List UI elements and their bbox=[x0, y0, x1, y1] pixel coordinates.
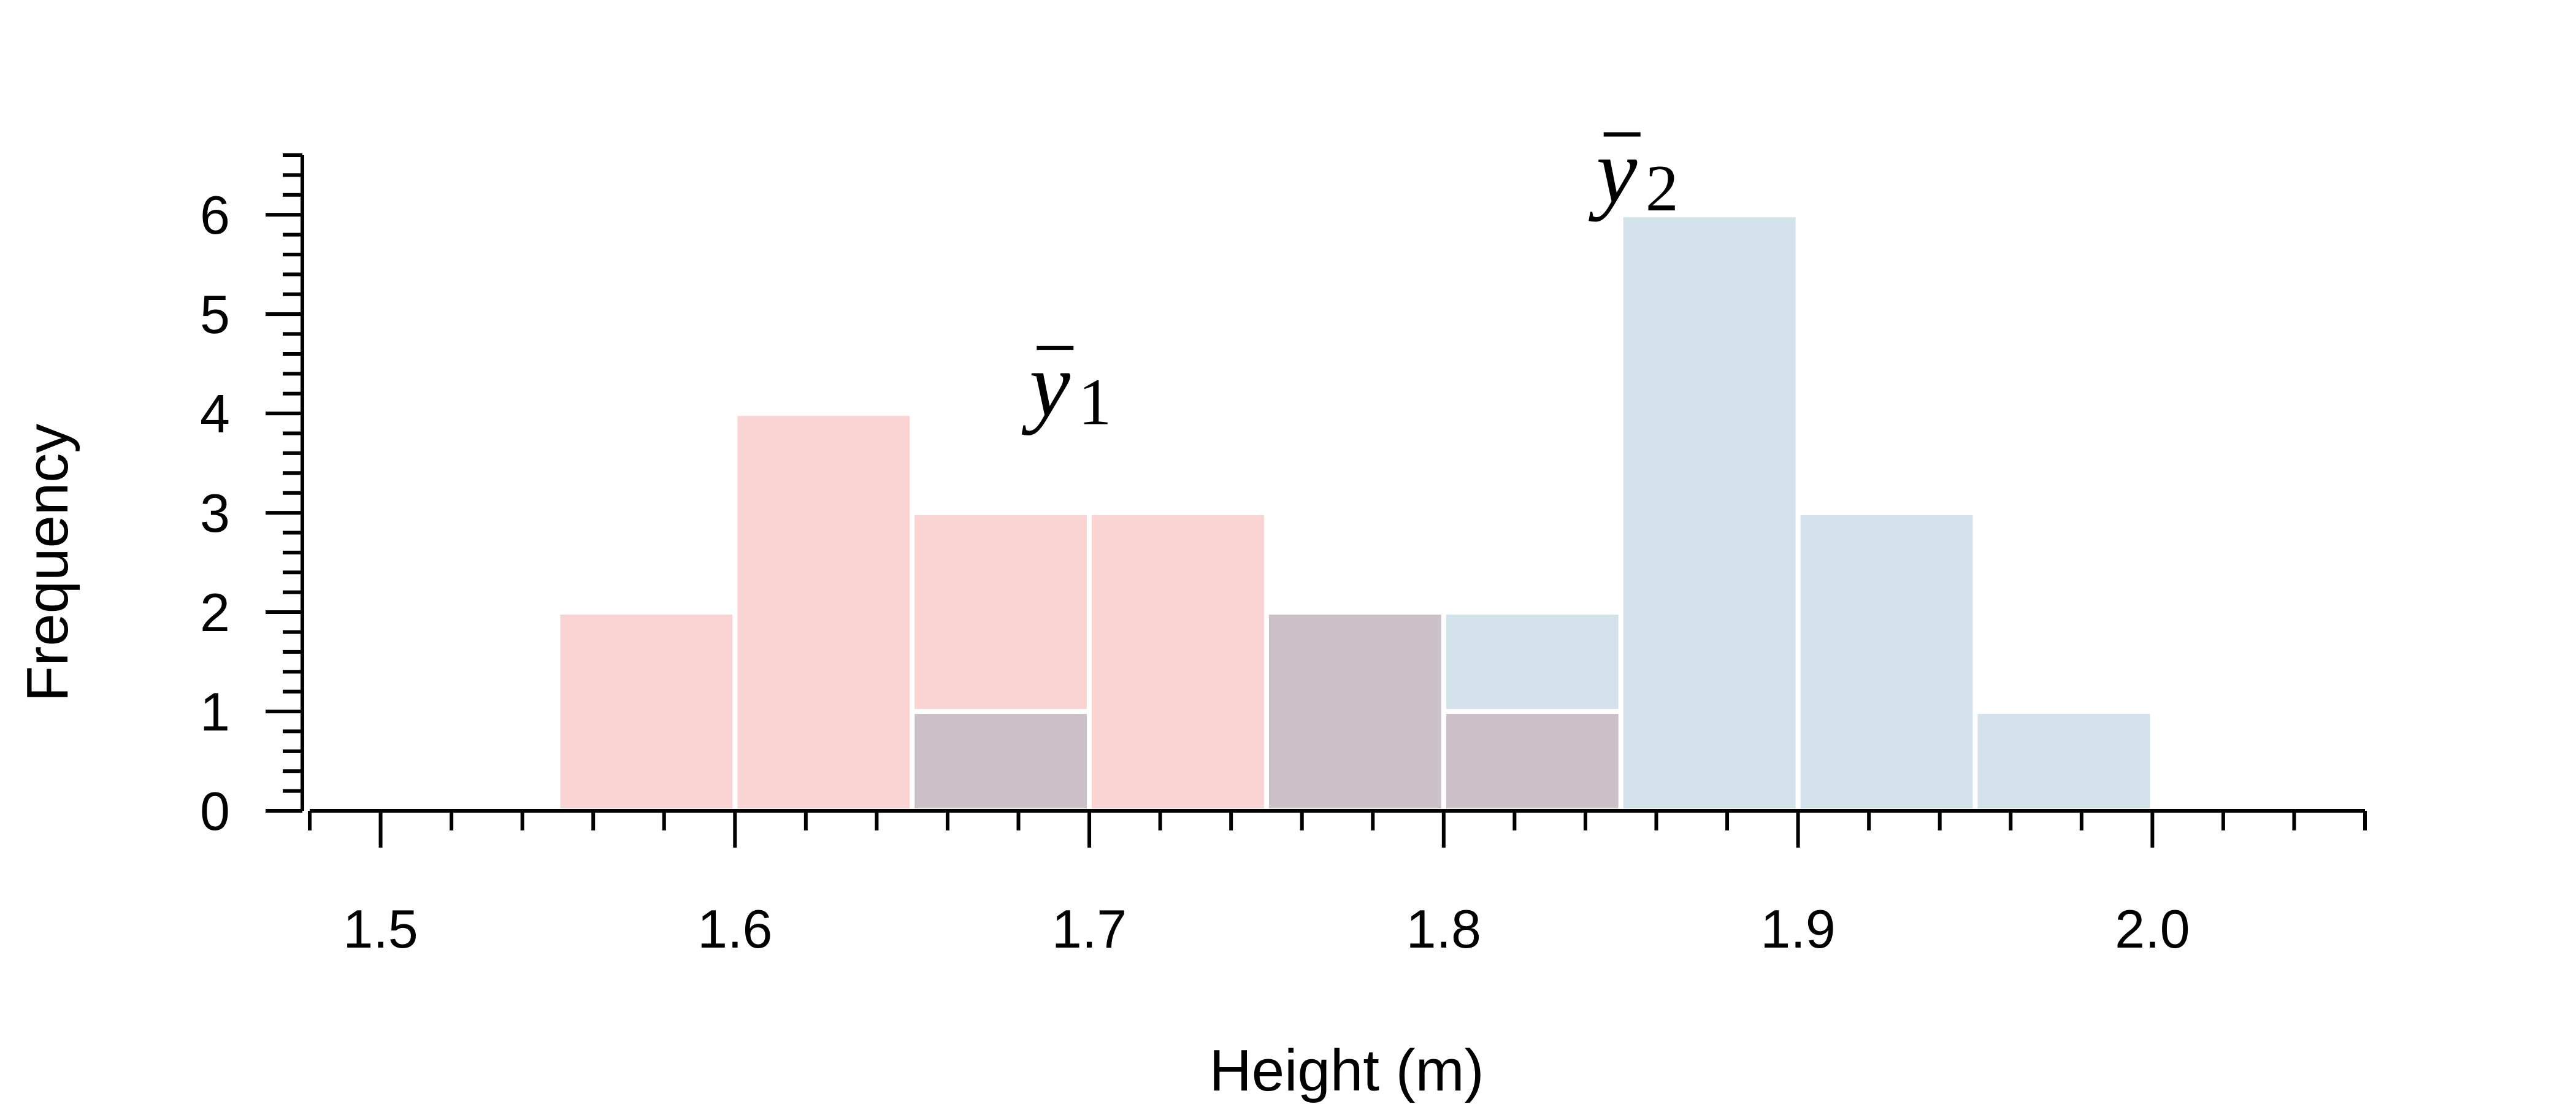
x-tick-label-1.9: 1.9 bbox=[1760, 899, 1835, 959]
bar-group2-1.90 bbox=[1800, 515, 1973, 808]
y-tick-label-6: 6 bbox=[200, 185, 230, 245]
bar-overlap-1.80 bbox=[1446, 714, 1619, 808]
bar-group2-1.95 bbox=[1977, 714, 2150, 808]
bar-group2-1.80 bbox=[1446, 615, 1619, 710]
bar-group1-1.70 bbox=[1092, 515, 1264, 808]
y-tick-label-1: 1 bbox=[200, 681, 230, 742]
y-tick-label-5: 5 bbox=[200, 284, 230, 345]
mean-subscript-1: 1 bbox=[1078, 366, 1111, 439]
y-tick-label-2: 2 bbox=[200, 582, 230, 643]
mean-symbol-1: y bbox=[1021, 334, 1070, 435]
bar-group1-1.60 bbox=[737, 416, 910, 808]
bar-group1-1.65 bbox=[914, 515, 1087, 710]
axes-group bbox=[266, 153, 2367, 848]
bar-overlap-1.75 bbox=[1268, 615, 1441, 808]
mean-symbol-2: y bbox=[1589, 120, 1638, 222]
y-axis-title: Frequency bbox=[15, 424, 80, 702]
y-tick-label-3: 3 bbox=[200, 483, 230, 543]
bar-overlap-1.65 bbox=[914, 714, 1087, 808]
x-tick-label-1.5: 1.5 bbox=[343, 899, 418, 959]
bars-group bbox=[560, 217, 2150, 808]
bar-group1-1.55 bbox=[560, 615, 733, 808]
y-tick-label-0: 0 bbox=[200, 781, 230, 841]
x-tick-label-1.8: 1.8 bbox=[1406, 899, 1481, 959]
labels-group: 1.5 1.6 1.7 1.8 1.9 2.0 0 1 2 3 4 5 6 Height (m) Frequ… bbox=[15, 120, 2190, 1103]
bar-group2-1.85 bbox=[1623, 217, 1796, 808]
mean-subscript-2: 2 bbox=[1646, 152, 1679, 225]
x-axis-title: Height (m) bbox=[1209, 1038, 1484, 1103]
x-tick-label-2.0: 2.0 bbox=[2115, 899, 2190, 959]
y-tick-label-4: 4 bbox=[200, 383, 230, 444]
x-tick-label-1.6: 1.6 bbox=[697, 899, 772, 959]
x-tick-label-1.7: 1.7 bbox=[1052, 899, 1127, 959]
